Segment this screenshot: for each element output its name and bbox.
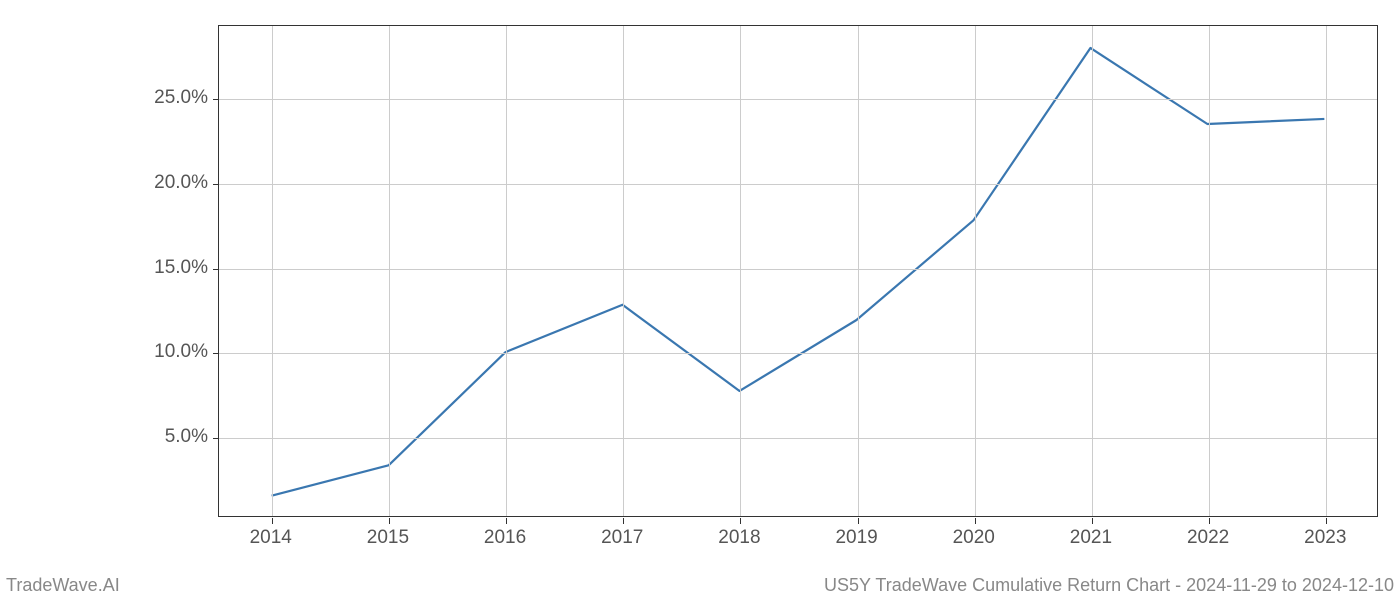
y-tick-mark [213,438,219,439]
y-tick-mark [213,353,219,354]
x-tick-label: 2022 [1187,527,1229,549]
gridline-vertical [1209,26,1210,516]
x-tick-label: 2019 [835,527,877,549]
gridline-vertical [858,26,859,516]
x-tick-label: 2018 [718,527,760,549]
gridline-vertical [272,26,273,516]
x-tick-label: 2017 [601,527,643,549]
x-tick-mark [1092,518,1093,524]
y-tick-mark [213,99,219,100]
x-tick-mark [506,518,507,524]
gridline-horizontal [219,353,1377,354]
gridline-vertical [740,26,741,516]
y-tick-label: 25.0% [0,87,208,109]
gridline-horizontal [219,269,1377,270]
gridline-vertical [1326,26,1327,516]
y-tick-mark [213,184,219,185]
y-tick-label: 20.0% [0,172,208,194]
x-tick-mark [1209,518,1210,524]
x-tick-mark [858,518,859,524]
gridline-vertical [975,26,976,516]
x-tick-mark [975,518,976,524]
y-tick-label: 15.0% [0,257,208,279]
x-tick-label: 2015 [367,527,409,549]
gridline-horizontal [219,99,1377,100]
x-tick-label: 2021 [1070,527,1112,549]
x-tick-label: 2014 [250,527,292,549]
gridline-vertical [623,26,624,516]
x-tick-mark [1326,518,1327,524]
y-tick-label: 10.0% [0,341,208,363]
x-tick-label: 2016 [484,527,526,549]
gridline-vertical [506,26,507,516]
y-tick-label: 5.0% [0,426,208,448]
x-tick-label: 2023 [1304,527,1346,549]
chart-caption: US5Y TradeWave Cumulative Return Chart -… [824,575,1394,596]
x-tick-mark [272,518,273,524]
plot-area [218,25,1378,517]
gridline-horizontal [219,184,1377,185]
x-tick-mark [389,518,390,524]
gridline-vertical [389,26,390,516]
y-tick-mark [213,269,219,270]
gridline-horizontal [219,438,1377,439]
x-tick-mark [740,518,741,524]
watermark-left: TradeWave.AI [6,575,120,596]
gridline-vertical [1092,26,1093,516]
x-tick-label: 2020 [953,527,995,549]
x-tick-mark [623,518,624,524]
